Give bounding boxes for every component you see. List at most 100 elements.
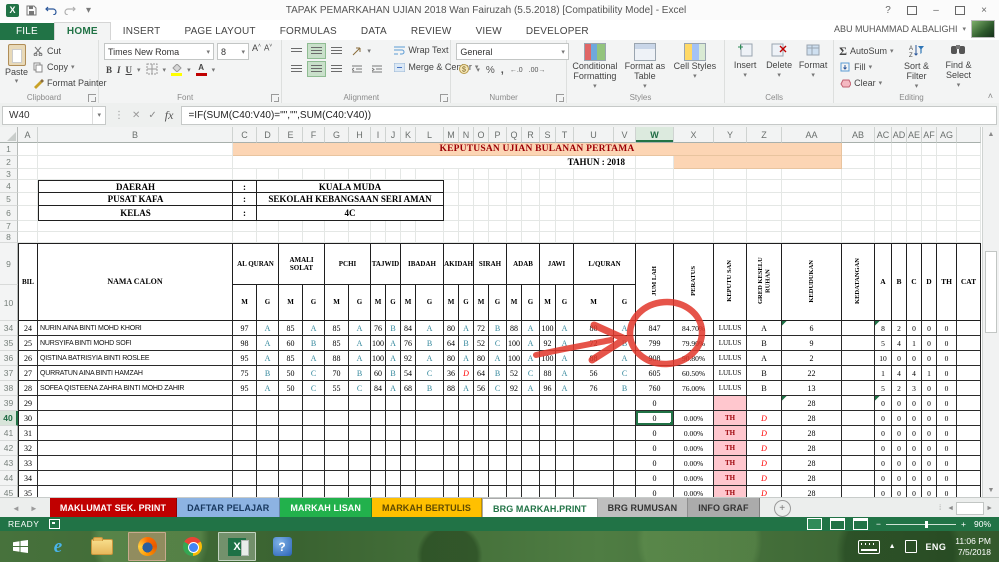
- cell-jumlah[interactable]: 0: [636, 471, 674, 486]
- info-value[interactable]: 4C: [257, 206, 444, 221]
- cell-count[interactable]: 0: [907, 321, 922, 336]
- cell-grade[interactable]: [489, 486, 507, 497]
- cell-grade[interactable]: [614, 411, 636, 426]
- cell[interactable]: [957, 206, 981, 221]
- column-header-G[interactable]: G: [325, 127, 349, 143]
- header-subject[interactable]: AMALI SOLAT: [279, 243, 325, 285]
- cell-grade[interactable]: [614, 426, 636, 441]
- cell-jumlah[interactable]: 0: [636, 396, 674, 411]
- cell[interactable]: [674, 193, 714, 206]
- cell-mark[interactable]: 64: [474, 366, 489, 381]
- cell-grade[interactable]: [386, 441, 401, 456]
- cell-grade[interactable]: [257, 441, 279, 456]
- cell[interactable]: [303, 232, 325, 243]
- cell[interactable]: [922, 232, 937, 243]
- cell-peratus[interactable]: [674, 396, 714, 411]
- undo-icon[interactable]: [44, 4, 57, 17]
- cell-mark[interactable]: [325, 411, 349, 426]
- cell[interactable]: [842, 221, 875, 232]
- cell-bil[interactable]: 32: [18, 441, 38, 456]
- cell-mark[interactable]: 100: [540, 351, 556, 366]
- cell-mark[interactable]: 92: [507, 381, 522, 396]
- cell-grade[interactable]: [556, 471, 574, 486]
- user-avatar[interactable]: [971, 20, 995, 38]
- cell-name[interactable]: NURSYIFA BINTI MOHD SOFI: [38, 336, 233, 351]
- cell-grade[interactable]: A: [303, 351, 325, 366]
- cell[interactable]: [922, 206, 937, 221]
- cell-mark[interactable]: 84: [401, 321, 416, 336]
- cell-grade[interactable]: [416, 396, 444, 411]
- cell[interactable]: [507, 206, 522, 221]
- sheet-tab-info-graf[interactable]: INFO GRAF: [688, 498, 760, 518]
- cell[interactable]: [507, 232, 522, 243]
- cell-mark[interactable]: [233, 486, 257, 497]
- cell-mark[interactable]: 56: [574, 366, 614, 381]
- cell[interactable]: [540, 193, 556, 206]
- cell-mark[interactable]: [474, 411, 489, 426]
- cell-cat[interactable]: [957, 336, 981, 351]
- cell[interactable]: [957, 221, 981, 232]
- cell[interactable]: [875, 156, 892, 169]
- row-header-39[interactable]: 39: [0, 396, 18, 411]
- cell-grade[interactable]: [257, 486, 279, 497]
- info-label[interactable]: DAERAH: [38, 180, 233, 193]
- cell[interactable]: [937, 193, 957, 206]
- cell[interactable]: [416, 232, 444, 243]
- cell-cat[interactable]: [957, 441, 981, 456]
- cell[interactable]: [875, 193, 892, 206]
- cell-peratus[interactable]: 79.90%: [674, 336, 714, 351]
- cell-keputusan[interactable]: LULUS: [714, 351, 747, 366]
- header-subject[interactable]: SIRAH: [474, 243, 507, 285]
- column-header-D[interactable]: D: [257, 127, 279, 143]
- header-m[interactable]: M: [540, 285, 556, 321]
- cell[interactable]: [747, 221, 782, 232]
- cell[interactable]: [957, 180, 981, 193]
- ribbon-tab-insert[interactable]: INSERT: [122, 26, 161, 37]
- cell-gred[interactable]: B: [747, 366, 782, 381]
- cell-mark[interactable]: [574, 426, 614, 441]
- cell[interactable]: [325, 232, 349, 243]
- cell-peratus[interactable]: 0.00%: [674, 486, 714, 497]
- cell[interactable]: [18, 156, 38, 169]
- header-m[interactable]: M: [279, 285, 303, 321]
- cell-mark[interactable]: 75: [233, 366, 257, 381]
- cell-grade[interactable]: [303, 396, 325, 411]
- cell-name[interactable]: [38, 426, 233, 441]
- tab-split-handle[interactable]: ⁞: [939, 504, 942, 512]
- cell[interactable]: [892, 206, 907, 221]
- cell[interactable]: [714, 221, 747, 232]
- cell[interactable]: [574, 180, 614, 193]
- customize-qat-icon[interactable]: ▾: [85, 4, 92, 16]
- cell-mark[interactable]: [371, 426, 386, 441]
- cell[interactable]: [38, 156, 233, 169]
- cell[interactable]: [489, 180, 507, 193]
- cell[interactable]: [747, 169, 782, 180]
- cell-count[interactable]: 0: [892, 426, 907, 441]
- cell-mark[interactable]: [279, 411, 303, 426]
- cell-cat[interactable]: [957, 321, 981, 336]
- cell-grade[interactable]: [257, 411, 279, 426]
- cell-jumlah[interactable]: 760: [636, 381, 674, 396]
- cell-grade[interactable]: [257, 456, 279, 471]
- formula-input[interactable]: =IF(SUM(C40:V40)="","",SUM(C40:V40)): [181, 105, 997, 125]
- cell-mark[interactable]: 80: [444, 321, 459, 336]
- cell-count[interactable]: 0: [875, 486, 892, 497]
- cell-count[interactable]: 0: [907, 456, 922, 471]
- sheet-nav-right-icon[interactable]: ►: [29, 503, 38, 513]
- column-header-V[interactable]: V: [614, 127, 636, 143]
- cell[interactable]: [38, 221, 233, 232]
- hscroll-right-icon[interactable]: ►: [986, 504, 993, 512]
- column-header-K[interactable]: K: [401, 127, 416, 143]
- cell-count[interactable]: 2: [892, 381, 907, 396]
- column-header-E[interactable]: E: [279, 127, 303, 143]
- cell-mark[interactable]: 56: [474, 381, 489, 396]
- cell-mark[interactable]: 85: [325, 336, 349, 351]
- cell-mark[interactable]: 80: [444, 351, 459, 366]
- header-m[interactable]: M: [401, 285, 416, 321]
- cell[interactable]: [459, 232, 474, 243]
- cell-grade[interactable]: [614, 456, 636, 471]
- cell[interactable]: [892, 232, 907, 243]
- cell-mark[interactable]: [540, 426, 556, 441]
- cell-grade[interactable]: [303, 471, 325, 486]
- cell[interactable]: [907, 180, 922, 193]
